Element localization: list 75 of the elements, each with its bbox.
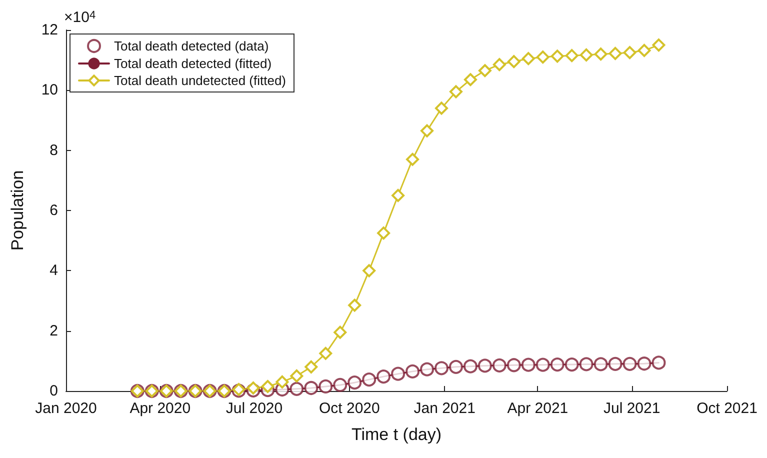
x-tick-label: Apr 2020 — [130, 400, 191, 417]
x-tick-label: Jan 2021 — [414, 400, 476, 417]
point — [420, 124, 434, 138]
point — [290, 369, 304, 382]
x-tick-label: Jul 2021 — [603, 400, 660, 417]
point — [318, 379, 333, 394]
point — [319, 346, 332, 360]
point — [246, 381, 260, 394]
y-tick-label: 4 — [50, 262, 58, 280]
point — [362, 372, 376, 387]
point — [304, 380, 318, 395]
x-axis-title: Time t (day) — [351, 425, 442, 444]
y-tick-label: 8 — [50, 142, 58, 159]
legend-label: Total death undetected (fitted) — [114, 73, 286, 88]
point — [406, 364, 420, 378]
point — [564, 358, 579, 372]
point — [622, 356, 637, 371]
point — [492, 358, 506, 372]
point — [261, 380, 274, 393]
point — [377, 226, 390, 240]
point — [594, 48, 608, 61]
y-tick-label: 12 — [41, 22, 58, 38]
point — [638, 44, 651, 57]
point — [579, 357, 594, 372]
point — [550, 358, 564, 372]
point — [608, 46, 622, 60]
y-tick-label: 2 — [50, 322, 58, 340]
point — [608, 356, 622, 371]
point — [391, 366, 406, 381]
point — [507, 55, 520, 68]
point — [435, 102, 448, 115]
point — [406, 152, 420, 166]
y-tick-label: 6 — [50, 202, 58, 219]
x-tick-label: Jul 2020 — [226, 400, 283, 417]
point — [276, 375, 289, 388]
point — [506, 358, 521, 372]
x-tick-label: Apr 2021 — [507, 400, 568, 417]
point — [333, 378, 348, 392]
legend-label: Total death detected (data) — [114, 38, 269, 54]
point — [580, 48, 593, 62]
point — [434, 361, 448, 376]
x-tick-label: Jan 2020 — [35, 400, 97, 417]
point — [652, 38, 666, 52]
point — [565, 49, 578, 62]
point — [463, 359, 478, 374]
point — [290, 382, 304, 396]
point — [478, 64, 492, 78]
point — [536, 358, 550, 372]
y-tick-label: 10 — [41, 82, 58, 99]
x-tick-label: Oct 2020 — [318, 400, 380, 417]
point — [550, 50, 564, 63]
point — [376, 370, 391, 384]
point — [348, 298, 362, 312]
y-axis-title: Population — [8, 170, 27, 251]
point — [304, 360, 318, 374]
x-tick-label: Oct 2021 — [696, 400, 758, 417]
point — [362, 264, 376, 278]
point — [522, 52, 535, 66]
point — [623, 46, 636, 60]
point — [420, 362, 434, 376]
point — [594, 357, 608, 372]
point — [536, 50, 550, 64]
point — [464, 73, 477, 86]
legend-label: Total death detected (fitted) — [114, 56, 272, 71]
point — [392, 188, 405, 202]
point — [652, 356, 666, 370]
point — [448, 360, 463, 374]
y-tick-label: 0 — [50, 382, 58, 400]
point — [348, 376, 362, 390]
point — [334, 326, 347, 339]
point — [637, 356, 652, 371]
point — [492, 58, 506, 72]
point — [478, 358, 492, 373]
point — [449, 85, 462, 98]
point — [521, 358, 536, 372]
